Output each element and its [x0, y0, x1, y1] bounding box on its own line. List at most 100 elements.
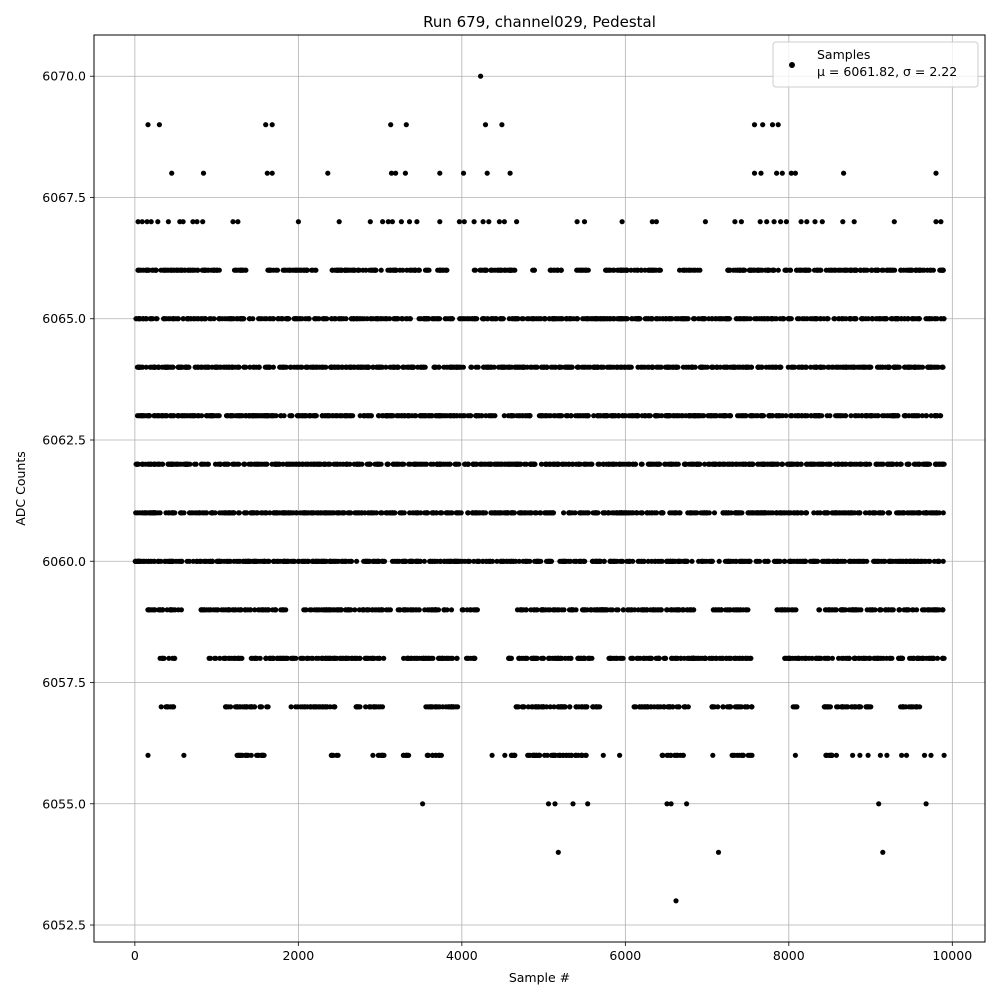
- data-point: [561, 510, 567, 516]
- data-point: [391, 267, 397, 273]
- data-point: [136, 558, 142, 564]
- data-point: [490, 267, 496, 273]
- data-point: [341, 510, 347, 516]
- data-point: [858, 267, 864, 273]
- data-point: [303, 461, 309, 467]
- data-point: [788, 413, 794, 419]
- data-point: [338, 316, 344, 322]
- data-point: [406, 413, 412, 419]
- data-point: [185, 461, 191, 467]
- data-point: [335, 267, 341, 273]
- data-point: [483, 267, 489, 273]
- data-point: [442, 316, 448, 322]
- data-point: [248, 704, 254, 710]
- data-point: [474, 413, 480, 419]
- data-point: [471, 510, 477, 516]
- data-point: [558, 558, 564, 564]
- data-point: [186, 316, 192, 322]
- data-point: [575, 316, 581, 322]
- data-point: [664, 413, 670, 419]
- data-point: [375, 316, 381, 322]
- data-point: [305, 558, 311, 564]
- data-point: [457, 413, 463, 419]
- data-point: [437, 413, 443, 419]
- data-point: [290, 655, 296, 661]
- data-point: [511, 413, 517, 419]
- data-point: [508, 461, 514, 467]
- data-point: [289, 413, 295, 419]
- data-point: [293, 704, 299, 710]
- data-point: [833, 267, 839, 273]
- data-point: [185, 267, 191, 273]
- data-point: [779, 607, 786, 613]
- data-point: [858, 316, 865, 322]
- data-point: [506, 364, 512, 370]
- data-point: [400, 364, 406, 370]
- data-point: [288, 558, 294, 564]
- data-point: [516, 558, 522, 564]
- data-point: [376, 607, 382, 613]
- data-point: [720, 510, 726, 516]
- data-point: [157, 510, 163, 516]
- data-point: [143, 558, 150, 564]
- data-point: [906, 267, 912, 273]
- data-point: [632, 461, 639, 467]
- data-point: [682, 461, 688, 467]
- data-point: [565, 413, 571, 419]
- data-point: [201, 607, 207, 613]
- data-point: [626, 510, 632, 516]
- data-point: [160, 461, 166, 467]
- data-point: [265, 704, 271, 710]
- data-point: [302, 704, 308, 710]
- data-point: [429, 413, 435, 419]
- data-point: [301, 607, 307, 613]
- data-point: [634, 655, 640, 661]
- data-point: [595, 413, 602, 419]
- data-point: [787, 461, 793, 467]
- data-point: [365, 413, 371, 419]
- data-point: [538, 607, 544, 613]
- data-point: [906, 413, 912, 419]
- data-point: [607, 558, 613, 564]
- data-point: [712, 607, 719, 613]
- data-point: [681, 267, 688, 273]
- data-point: [304, 267, 310, 273]
- data-point: [407, 558, 413, 564]
- data-point: [921, 607, 927, 613]
- data-point: [743, 607, 749, 613]
- data-point: [582, 655, 588, 661]
- data-point: [921, 461, 927, 467]
- data-point: [181, 413, 188, 419]
- data-point: [737, 655, 743, 661]
- data-point: [332, 316, 338, 322]
- data-point: [435, 316, 441, 322]
- data-point: [871, 558, 878, 564]
- data-point: [885, 364, 892, 370]
- data-point: [814, 364, 820, 370]
- data-point: [686, 413, 692, 419]
- data-point: [928, 413, 934, 419]
- data-point: [708, 364, 715, 370]
- data-point: [506, 267, 512, 273]
- data-point: [802, 655, 809, 661]
- data-point: [176, 413, 182, 419]
- data-point: [821, 510, 827, 516]
- data-point: [743, 558, 749, 564]
- data-point: [573, 413, 579, 419]
- data-point: [286, 461, 292, 467]
- data-point: [366, 461, 372, 467]
- data-point: [253, 510, 259, 516]
- data-point: [422, 267, 429, 273]
- data-point: [906, 607, 912, 613]
- data-point: [733, 316, 739, 322]
- data-point: [803, 364, 809, 370]
- data-point: [460, 316, 466, 322]
- data-point: [361, 413, 367, 419]
- data-point: [134, 510, 140, 516]
- data-point: [471, 607, 477, 613]
- data-point: [491, 364, 497, 370]
- data-point: [427, 558, 433, 564]
- data-point: [851, 316, 857, 322]
- data-point: [207, 316, 213, 322]
